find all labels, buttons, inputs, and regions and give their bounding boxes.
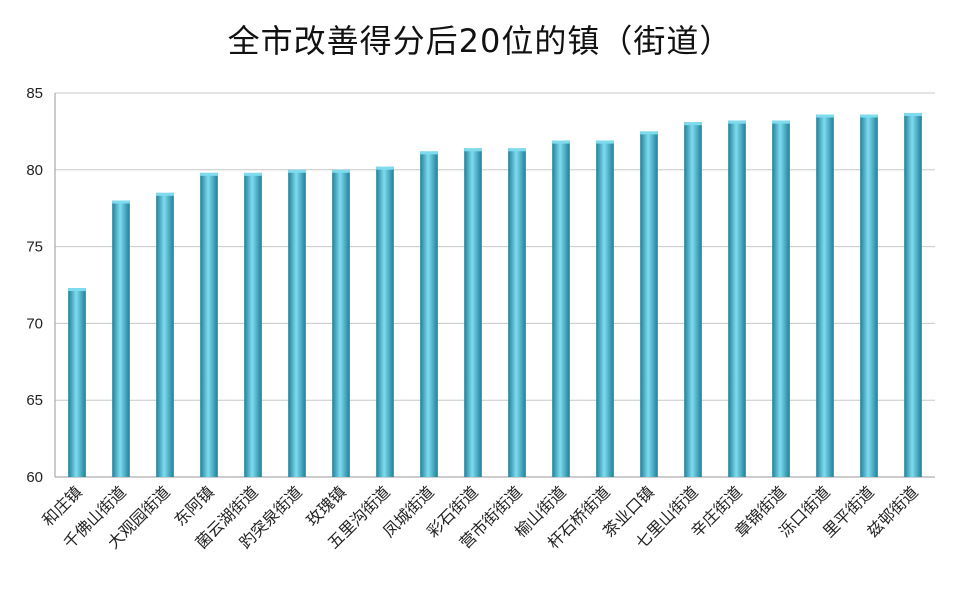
bar-cap xyxy=(508,148,526,152)
bar-cap xyxy=(200,172,218,176)
y-tick-label: 65 xyxy=(26,392,43,409)
bar xyxy=(640,131,658,477)
bar xyxy=(464,148,482,477)
bar-cap xyxy=(464,148,482,152)
gridlines xyxy=(55,92,935,478)
bar-cap xyxy=(376,166,394,170)
bar-cap xyxy=(68,288,86,292)
bar-cap xyxy=(156,192,174,196)
bar xyxy=(772,120,790,477)
bar-cap xyxy=(552,140,570,144)
bar xyxy=(860,114,878,477)
y-tick-label: 60 xyxy=(26,469,43,486)
bar-cap xyxy=(860,114,878,118)
bar xyxy=(508,148,526,477)
bar xyxy=(552,140,570,477)
bar xyxy=(904,112,922,477)
chart-title: 全市改善得分后20位的镇（街道） xyxy=(227,22,733,60)
bar-cap xyxy=(772,120,790,124)
bar-cap xyxy=(596,140,614,144)
bar xyxy=(68,288,86,477)
bars xyxy=(68,112,922,478)
bar-cap xyxy=(420,151,438,155)
bar xyxy=(684,122,702,478)
bar-cap xyxy=(288,169,306,173)
bar-cap xyxy=(112,200,130,204)
bar xyxy=(156,192,174,477)
y-tick-label: 70 xyxy=(26,315,43,332)
bar-cap xyxy=(244,172,262,176)
bar xyxy=(200,172,218,477)
bar-cap xyxy=(684,122,702,126)
bar-cap xyxy=(640,131,658,135)
bar xyxy=(816,114,834,477)
bar xyxy=(728,120,746,477)
bar xyxy=(288,169,306,478)
bar xyxy=(112,200,130,477)
bar-cap xyxy=(816,114,834,118)
bar-cap xyxy=(728,120,746,124)
bar-cap xyxy=(904,112,922,116)
bar xyxy=(244,172,262,477)
y-tick-label: 75 xyxy=(26,239,43,256)
bar-cap xyxy=(332,169,350,173)
bar xyxy=(332,169,350,478)
bar xyxy=(376,166,394,477)
bar xyxy=(596,140,614,477)
bar xyxy=(420,151,438,478)
y-tick-label: 80 xyxy=(26,162,43,179)
y-tick-label: 85 xyxy=(26,85,43,102)
